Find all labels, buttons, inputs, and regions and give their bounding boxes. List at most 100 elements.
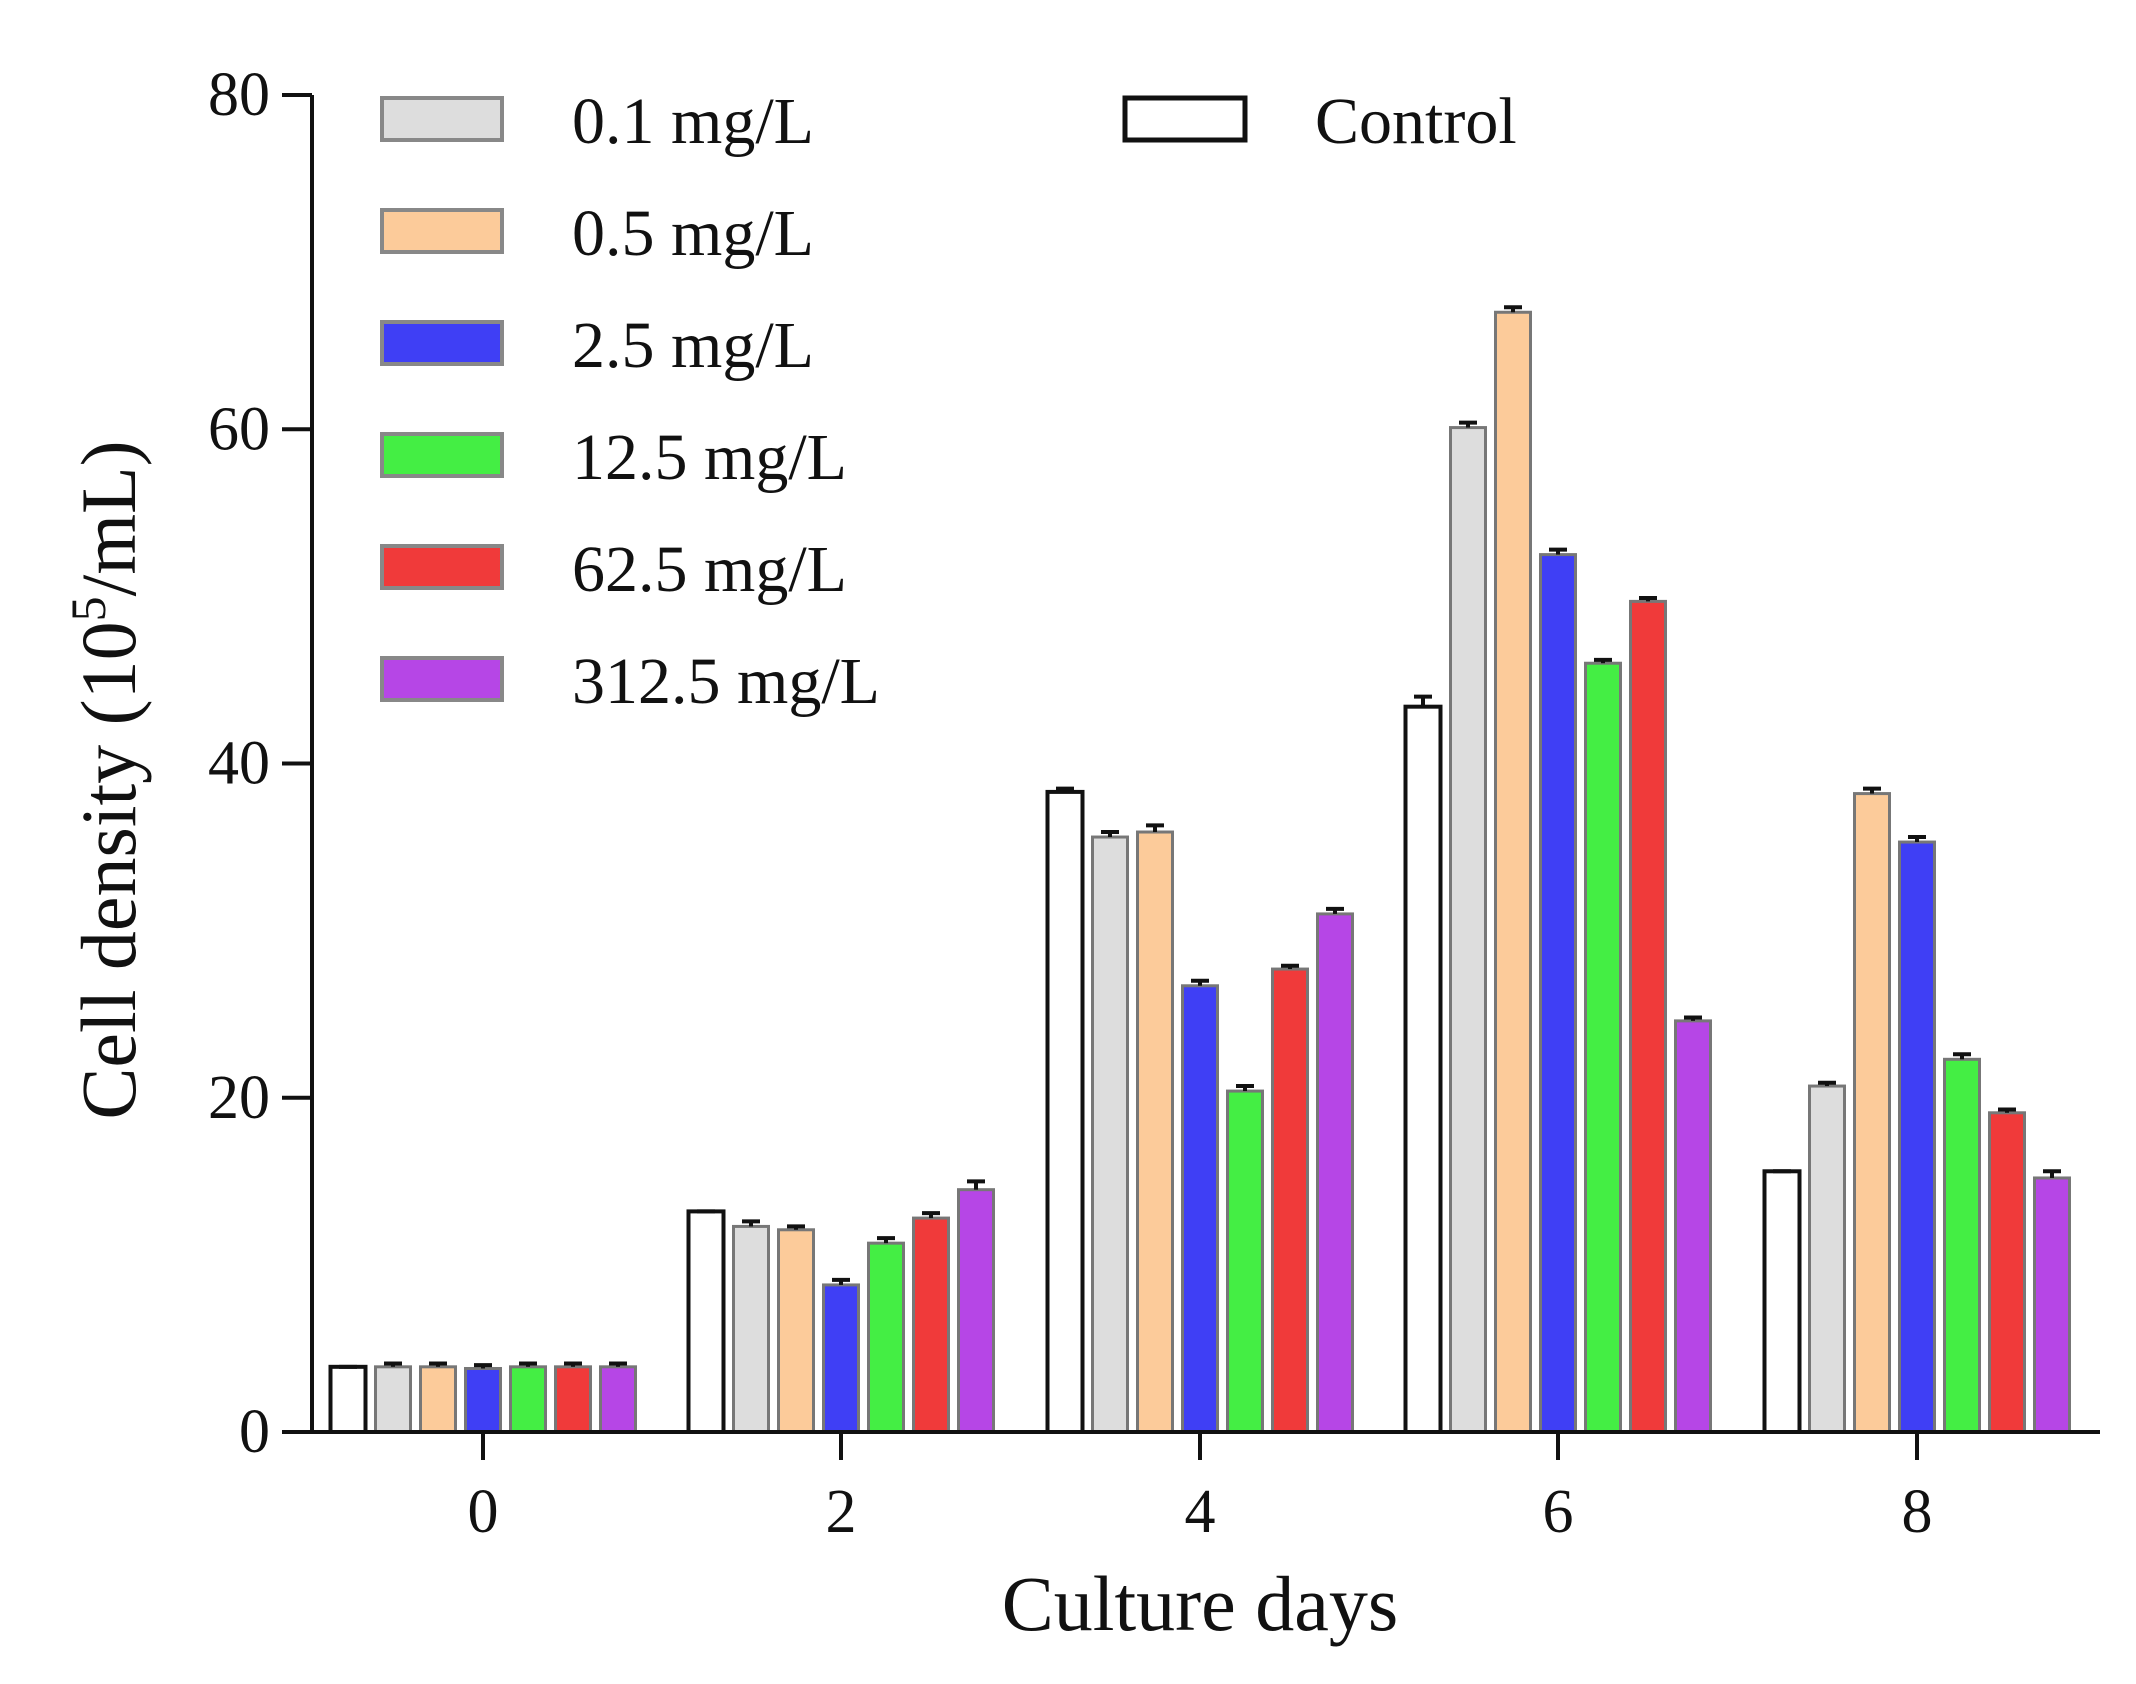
bar-control-day-4 — [1045, 789, 1085, 1434]
error-bar-12-5-mg-l-day-8 — [1953, 1052, 1971, 1060]
legend-label: Control — [1315, 85, 1517, 158]
legend-swatch — [380, 656, 504, 702]
bar-0-1-mg-l-day-0 — [374, 1365, 412, 1434]
bar-0-5-mg-l-day-6 — [1494, 310, 1532, 1434]
error-bar-312-5-mg-l-day-0 — [609, 1361, 627, 1367]
error-bar-0-5-mg-l-day-6 — [1504, 305, 1522, 313]
legend-swatch — [380, 432, 504, 478]
error-bar-312-5-mg-l-day-2 — [967, 1179, 985, 1190]
legend-swatch — [1122, 95, 1248, 143]
legend-item-62-5-mg-l: 62.5 mg/L — [380, 533, 847, 606]
x-tick-label-4: 4 — [1185, 1478, 1216, 1546]
error-bar-0-1-mg-l-day-4 — [1101, 830, 1119, 838]
legend-swatch — [380, 320, 504, 366]
error-bar-0-5-mg-l-day-0 — [429, 1361, 447, 1367]
error-bar-2-5-mg-l-day-8 — [1908, 835, 1926, 843]
bar-12-5-mg-l-day-2 — [867, 1241, 905, 1434]
bar-control-day-8 — [1762, 1169, 1802, 1435]
error-bar-62-5-mg-l-day-6 — [1639, 596, 1657, 602]
bar-0-1-mg-l-day-2 — [732, 1224, 770, 1434]
y-tick-label-0: 0 — [239, 1398, 270, 1466]
legend: 0.1 mg/L 0.5 mg/L 2.5 mg/L 12.5 mg/L 62.5 mg… — [380, 85, 1517, 718]
y-tick-label-40: 40 — [208, 730, 270, 798]
bar-0-1-mg-l-day-8 — [1808, 1084, 1846, 1434]
error-bar-0-1-mg-l-day-6 — [1459, 420, 1477, 428]
error-bar-62-5-mg-l-day-0 — [564, 1361, 582, 1367]
bar-312-5-mg-l-day-8 — [2033, 1176, 2071, 1434]
x-tick-label-6: 6 — [1543, 1478, 1574, 1546]
error-bar-0-1-mg-l-day-2 — [742, 1219, 760, 1227]
x-tick-label-8: 8 — [1902, 1478, 1933, 1546]
bar-0-5-mg-l-day-8 — [1853, 792, 1891, 1434]
bar-0-5-mg-l-day-0 — [419, 1365, 457, 1434]
y-axis-title-main: Cell density (10 — [65, 621, 152, 1119]
legend-item-2-5-mg-l: 2.5 mg/L — [380, 309, 814, 382]
bar-12-5-mg-l-day-6 — [1584, 661, 1622, 1434]
bar-control-day-2 — [686, 1209, 726, 1435]
legend-swatch — [380, 96, 504, 142]
x-tick-label-2: 2 — [826, 1478, 857, 1546]
error-bar-312-5-mg-l-day-4 — [1326, 906, 1344, 914]
error-bar-312-5-mg-l-day-8 — [2043, 1169, 2061, 1178]
error-bar-0-1-mg-l-day-0 — [384, 1361, 402, 1367]
plot-axes: 0 20 40 60 80 0 2 4 6 8 — [208, 61, 2100, 1546]
bar-0-5-mg-l-day-4 — [1136, 830, 1174, 1434]
error-bar-2-5-mg-l-day-0 — [474, 1363, 492, 1369]
error-bar-12-5-mg-l-day-0 — [519, 1361, 537, 1367]
legend-label: 62.5 mg/L — [572, 533, 847, 606]
legend-label: 312.5 mg/L — [572, 645, 880, 718]
bar-312-5-mg-l-day-6 — [1674, 1019, 1712, 1434]
y-axis-title: Cell density (105/mL) — [60, 440, 152, 1119]
bar-312-5-mg-l-day-2 — [957, 1188, 995, 1434]
legend-label: 2.5 mg/L — [572, 309, 814, 382]
error-bar-0-5-mg-l-day-4 — [1146, 823, 1164, 833]
y-tick-label-60: 60 — [208, 395, 270, 463]
bar-0-1-mg-l-day-4 — [1091, 835, 1129, 1434]
bar-62-5-mg-l-day-0 — [554, 1365, 592, 1434]
error-bar-62-5-mg-l-day-4 — [1281, 963, 1299, 970]
bar-12-5-mg-l-day-8 — [1943, 1057, 1981, 1434]
error-bar-0-5-mg-l-day-2 — [787, 1224, 805, 1230]
error-bar-0-1-mg-l-day-8 — [1818, 1080, 1836, 1087]
legend-swatch — [380, 544, 504, 590]
bar-62-5-mg-l-day-2 — [912, 1216, 950, 1434]
error-bar-12-5-mg-l-day-2 — [877, 1236, 895, 1244]
bar-62-5-mg-l-day-6 — [1629, 599, 1667, 1434]
error-bar-312-5-mg-l-day-6 — [1684, 1015, 1702, 1021]
bar-312-5-mg-l-day-4 — [1316, 912, 1354, 1434]
bar-62-5-mg-l-day-8 — [1988, 1111, 2026, 1434]
legend-swatch — [380, 208, 504, 254]
legend-item-0-1-mg-l: 0.1 mg/L — [380, 85, 814, 158]
plot-bars — [328, 305, 2071, 1435]
error-bar-control-day-6 — [1414, 694, 1432, 707]
bar-2-5-mg-l-day-2 — [822, 1283, 860, 1434]
bar-control-day-6 — [1403, 704, 1443, 1434]
y-tick-label-80: 80 — [208, 61, 270, 129]
bar-2-5-mg-l-day-0 — [464, 1366, 502, 1434]
x-tick-label-0: 0 — [468, 1478, 499, 1546]
error-bar-2-5-mg-l-day-4 — [1191, 978, 1209, 986]
legend-label: 12.5 mg/L — [572, 421, 847, 494]
x-axis-title: Culture days — [1002, 1560, 1398, 1647]
y-tick-label-20: 20 — [208, 1064, 270, 1132]
error-bar-2-5-mg-l-day-6 — [1549, 547, 1567, 555]
bar-2-5-mg-l-day-4 — [1181, 984, 1219, 1434]
bar-control-day-0 — [328, 1364, 368, 1435]
y-axis-title-exponent: 5 — [60, 596, 116, 621]
error-bar-0-5-mg-l-day-8 — [1863, 786, 1881, 794]
legend-item-312-5-mg-l: 312.5 mg/L — [380, 645, 880, 718]
error-bar-12-5-mg-l-day-6 — [1594, 657, 1612, 664]
bar-12-5-mg-l-day-0 — [509, 1365, 547, 1434]
legend-item-12-5-mg-l: 12.5 mg/L — [380, 421, 847, 494]
bar-12-5-mg-l-day-4 — [1226, 1089, 1264, 1434]
legend-item-control: Control — [1122, 85, 1517, 158]
bar-312-5-mg-l-day-0 — [599, 1365, 637, 1434]
y-axis-title-tail: /mL) — [65, 440, 152, 596]
bar-2-5-mg-l-day-8 — [1898, 840, 1936, 1434]
bar-0-1-mg-l-day-6 — [1449, 426, 1487, 1434]
error-bar-62-5-mg-l-day-8 — [1998, 1107, 2016, 1113]
legend-item-0-5-mg-l: 0.5 mg/L — [380, 197, 814, 270]
legend-label: 0.5 mg/L — [572, 197, 814, 270]
